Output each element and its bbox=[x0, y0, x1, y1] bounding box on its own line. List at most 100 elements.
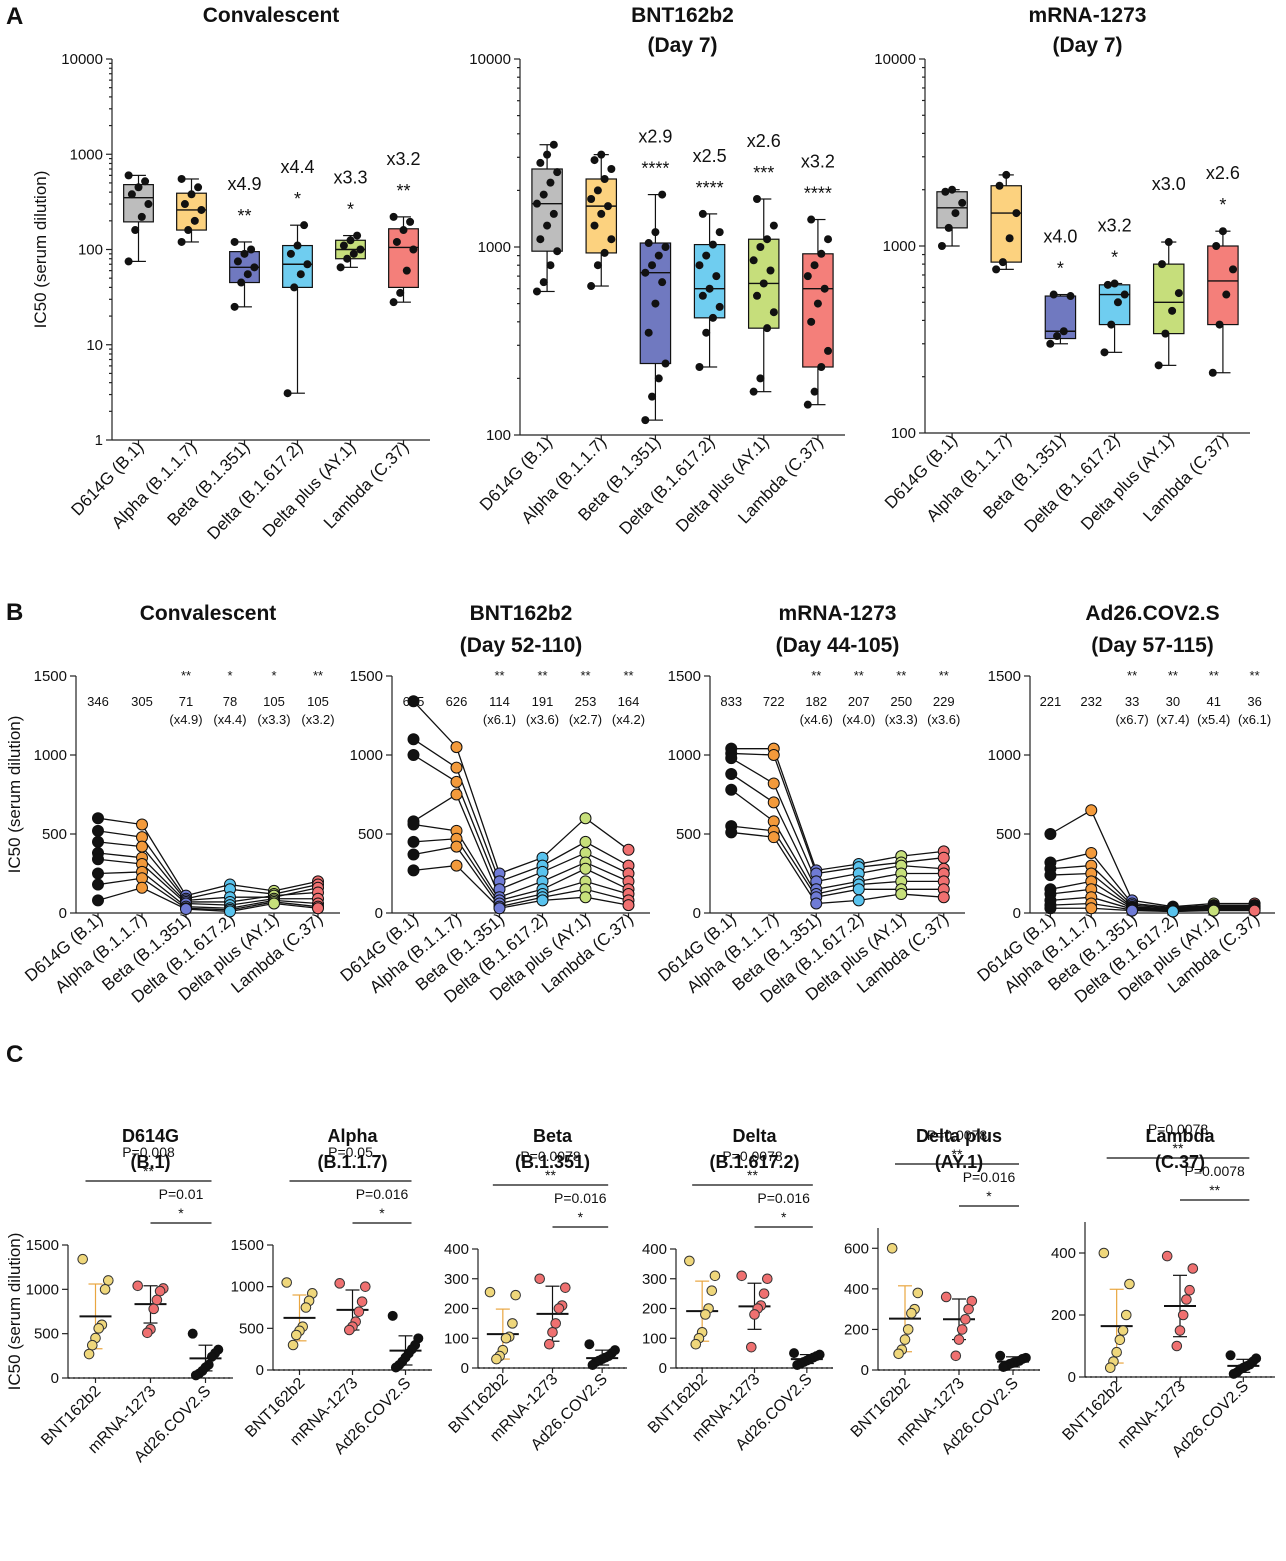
y-tick-label: 1000 bbox=[988, 747, 1021, 764]
chart-9: Beta(B.1.351)0100200300400BNT162b2mRNA-1… bbox=[444, 1126, 627, 1454]
data-point bbox=[753, 291, 762, 300]
significance-stars: ** bbox=[237, 206, 251, 226]
significance-stars: * bbox=[986, 1188, 992, 1204]
data-point bbox=[654, 251, 663, 260]
donor-line bbox=[413, 845, 629, 908]
data-point bbox=[230, 237, 239, 246]
data-point bbox=[87, 1339, 98, 1351]
gmt-value: 30 bbox=[1166, 694, 1180, 709]
pvalue-label: P=0.016 bbox=[356, 1186, 409, 1202]
data-point bbox=[995, 181, 1004, 190]
donor-line bbox=[97, 877, 319, 911]
significance-stars: * bbox=[379, 1205, 385, 1221]
y-tick-label: 500 bbox=[239, 1320, 264, 1337]
donor-line bbox=[1050, 907, 1255, 913]
data-point bbox=[937, 242, 946, 250]
data-point bbox=[661, 243, 670, 251]
chart-12: Lambda(C.37)0200400BNT162b2mRNA-1273Ad26… bbox=[1051, 1121, 1275, 1461]
gmt-value: 346 bbox=[87, 694, 109, 709]
significance-stars: * bbox=[1111, 248, 1118, 268]
y-tick-label: 10000 bbox=[61, 51, 103, 68]
data-point bbox=[948, 185, 957, 194]
y-axis-label: IC50 (serum dilution) bbox=[5, 1233, 24, 1391]
donor-line bbox=[731, 748, 944, 872]
donor-line bbox=[413, 754, 629, 891]
data-point bbox=[553, 1303, 565, 1314]
chart-subtitle: (Day 57-115) bbox=[1091, 634, 1214, 657]
data-point bbox=[941, 187, 950, 196]
data-point bbox=[763, 235, 772, 244]
data-point bbox=[749, 387, 758, 396]
donor-line bbox=[413, 838, 629, 905]
significance-stars: * bbox=[781, 1209, 787, 1225]
significance-stars: ** bbox=[1127, 668, 1137, 683]
data-point bbox=[532, 199, 541, 208]
data-point bbox=[767, 796, 780, 809]
data-point bbox=[353, 1306, 365, 1317]
data-point bbox=[824, 346, 833, 355]
donor-line bbox=[413, 823, 629, 902]
gmt-value: 71 bbox=[179, 694, 193, 709]
data-point bbox=[810, 387, 819, 396]
donor-line bbox=[97, 852, 319, 903]
data-point bbox=[536, 158, 545, 167]
chart-subtitle: (B.1) bbox=[131, 1152, 171, 1172]
y-tick-label: 0 bbox=[375, 905, 383, 922]
data-point bbox=[998, 1361, 1009, 1372]
data-point bbox=[450, 761, 463, 774]
y-tick-label: 1500 bbox=[350, 668, 383, 685]
data-point bbox=[992, 265, 1001, 274]
data-point bbox=[706, 1285, 718, 1296]
data-point bbox=[83, 1348, 95, 1360]
data-point bbox=[956, 1324, 968, 1335]
data-point bbox=[886, 1242, 898, 1254]
data-point bbox=[283, 389, 292, 398]
box-iqr bbox=[990, 185, 1023, 263]
data-point bbox=[960, 1313, 971, 1325]
data-point bbox=[1100, 348, 1109, 357]
fold-change: x3.0 bbox=[1152, 174, 1186, 194]
data-point bbox=[450, 788, 463, 801]
y-axis-label: IC50 (serum dilution) bbox=[31, 171, 50, 329]
data-point bbox=[708, 313, 717, 322]
data-point bbox=[224, 905, 236, 918]
data-point bbox=[184, 226, 193, 235]
data-point bbox=[579, 835, 592, 848]
data-point bbox=[1066, 292, 1075, 301]
data-point bbox=[700, 1309, 711, 1320]
donor-line bbox=[1050, 880, 1255, 911]
data-point bbox=[507, 1318, 518, 1329]
data-point bbox=[593, 186, 602, 195]
data-point bbox=[1158, 260, 1167, 269]
data-point bbox=[1103, 280, 1112, 289]
data-point bbox=[93, 1323, 104, 1334]
data-point bbox=[293, 241, 302, 250]
data-point bbox=[852, 894, 865, 907]
data-point bbox=[767, 777, 780, 790]
data-point bbox=[343, 254, 352, 263]
significance-stars: ** bbox=[580, 668, 590, 683]
significance-stars: *** bbox=[753, 163, 774, 183]
data-point bbox=[339, 241, 348, 250]
y-tick-label: 200 bbox=[642, 1301, 667, 1318]
gmt-value: 229 bbox=[933, 694, 955, 709]
donor-line bbox=[1050, 852, 1255, 909]
gmt-value: 722 bbox=[763, 694, 785, 709]
chart-title: BNT162b2 bbox=[470, 602, 573, 625]
significance-stars: ** bbox=[181, 668, 191, 683]
data-point bbox=[951, 209, 960, 218]
y-tick-label: 0 bbox=[1068, 1369, 1076, 1386]
data-point bbox=[1174, 1325, 1186, 1336]
data-point bbox=[544, 1338, 555, 1350]
data-point bbox=[1207, 904, 1220, 917]
data-point bbox=[792, 1360, 803, 1371]
chart-title: Delta bbox=[732, 1126, 777, 1146]
significance-stars: ** bbox=[1168, 668, 1178, 683]
data-point bbox=[543, 150, 552, 159]
donor-line bbox=[1050, 864, 1255, 909]
data-point bbox=[963, 1303, 974, 1315]
panel-letter-c: C bbox=[6, 1041, 23, 1068]
data-point bbox=[725, 752, 738, 765]
fold-change: (x6.1) bbox=[483, 712, 516, 727]
data-point bbox=[958, 198, 967, 207]
